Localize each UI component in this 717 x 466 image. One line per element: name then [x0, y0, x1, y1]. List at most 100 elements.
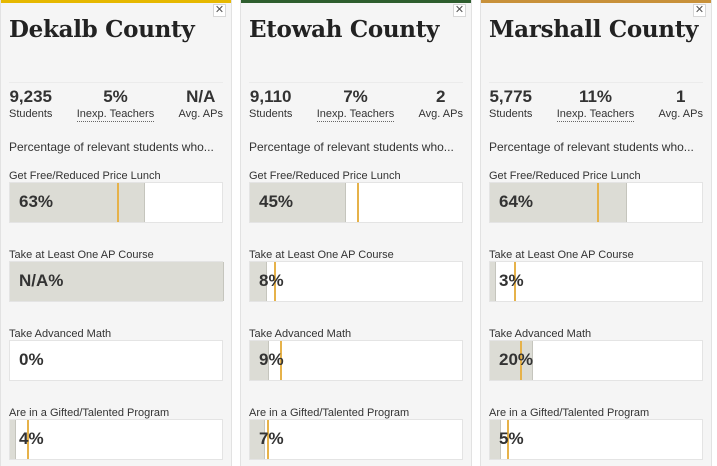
aps-label: Avg. APs: [418, 108, 463, 120]
metric-value: 3%: [499, 271, 524, 290]
metric-fill: [490, 420, 501, 459]
metric-math: Take Advanced Math 20%: [489, 324, 703, 384]
state-average-marker: [520, 341, 522, 380]
close-icon[interactable]: ✕: [213, 4, 226, 17]
county-title: Etowah County: [249, 16, 440, 43]
state-average-marker: [267, 420, 269, 459]
intro-text: Percentage of relevant students who...: [489, 140, 694, 154]
stats-row: 5,775 Students 11% Inexp. Teachers 1 Avg…: [489, 82, 703, 124]
county-title: Dekalb County: [9, 16, 195, 43]
stat-teachers: 11% Inexp. Teachers: [556, 87, 635, 122]
teachers-value: 11%: [578, 87, 613, 106]
metric-fill: [10, 262, 224, 301]
students-value: 5,775: [489, 87, 532, 106]
county-title: Marshall County: [489, 16, 699, 43]
metric-value: 7%: [259, 429, 284, 448]
aps-value: N/A: [186, 87, 216, 106]
metric-bar: 4%: [9, 419, 223, 460]
stats-row: 9,235 Students 5% Inexp. Teachers N/A Av…: [9, 82, 223, 124]
intro-text: Percentage of relevant students who...: [9, 140, 214, 154]
metric-bar: 63%: [9, 182, 223, 223]
state-average-marker: [597, 183, 599, 222]
stats-row: 9,110 Students 7% Inexp. Teachers 2 Avg.…: [249, 82, 463, 124]
teachers-value: 5%: [103, 87, 128, 106]
metric-math: Take Advanced Math 9%: [249, 324, 463, 384]
metric-gifted: Are in a Gifted/Talented Program 5%: [489, 403, 703, 463]
metric-value: 5%: [499, 429, 524, 448]
metric-bar: 3%: [489, 261, 703, 302]
aps-label: Avg. APs: [658, 108, 703, 120]
accent-bar: [241, 0, 471, 3]
state-average-marker: [27, 420, 29, 459]
students-value: 9,110: [249, 87, 292, 106]
metric-lunch: Get Free/Reduced Price Lunch 63%: [9, 166, 223, 226]
metric-bar: N/A%: [9, 261, 224, 302]
students-label: Students: [489, 108, 533, 120]
stat-aps: N/A Avg. APs: [179, 87, 223, 121]
metric-bar: 45%: [249, 182, 463, 223]
students-value: 9,235: [9, 87, 52, 106]
accent-bar: [1, 0, 231, 3]
metric-lunch: Get Free/Reduced Price Lunch 45%: [249, 166, 463, 226]
stat-teachers: 7% Inexp. Teachers: [316, 87, 395, 122]
state-average-marker: [117, 183, 119, 222]
aps-label: Avg. APs: [178, 108, 223, 120]
close-icon[interactable]: ✕: [453, 4, 466, 17]
students-label: Students: [249, 108, 293, 120]
metric-bar: 0%: [9, 340, 223, 381]
teachers-label[interactable]: Inexp. Teachers: [316, 108, 395, 122]
metric-value: 45%: [259, 192, 294, 211]
metric-fill: [490, 262, 496, 301]
metric-fill: [10, 183, 145, 222]
metric-ap: Take at Least One AP Course N/A%: [9, 245, 224, 305]
students-label: Students: [9, 108, 53, 120]
metric-fill: [490, 341, 533, 380]
metric-gifted: Are in a Gifted/Talented Program 7%: [249, 403, 463, 463]
state-average-marker: [507, 420, 509, 459]
metric-fill: [250, 262, 267, 301]
metric-math: Take Advanced Math 0%: [9, 324, 223, 384]
metric-fill: [250, 183, 346, 222]
intro-text: Percentage of relevant students who...: [249, 140, 454, 154]
metric-fill: [490, 183, 627, 222]
stat-aps: 1 Avg. APs: [659, 87, 703, 121]
metric-bar: 9%: [249, 340, 463, 381]
stat-aps: 2 Avg. APs: [419, 87, 463, 121]
stat-students: 9,110 Students: [249, 87, 292, 121]
state-average-marker: [514, 262, 516, 301]
teachers-label[interactable]: Inexp. Teachers: [556, 108, 635, 122]
metric-lunch: Get Free/Reduced Price Lunch 64%: [489, 166, 703, 226]
stat-students: 5,775 Students: [489, 87, 532, 121]
accent-bar: [481, 0, 711, 3]
metric-bar: 20%: [489, 340, 703, 381]
state-average-marker: [274, 262, 276, 301]
stat-students: 9,235 Students: [9, 87, 52, 121]
metric-bar: 8%: [249, 261, 463, 302]
county-card: ✕ Marshall County 5,775 Students 11% Ine…: [480, 0, 712, 466]
teachers-value: 7%: [343, 87, 368, 106]
metric-value: 4%: [19, 429, 44, 448]
teachers-label[interactable]: Inexp. Teachers: [76, 108, 155, 122]
close-icon[interactable]: ✕: [693, 4, 706, 17]
metric-bar: 7%: [249, 419, 463, 460]
metric-value: 20%: [499, 350, 534, 369]
state-average-marker: [357, 183, 359, 222]
metric-fill: [10, 420, 16, 459]
stat-teachers: 5% Inexp. Teachers: [76, 87, 155, 122]
metric-value: N/A%: [19, 271, 64, 290]
aps-value: 2: [436, 87, 446, 106]
metric-gifted: Are in a Gifted/Talented Program 4%: [9, 403, 223, 463]
state-average-marker: [280, 341, 282, 380]
county-card: ✕ Dekalb County 9,235 Students 5% Inexp.…: [0, 0, 232, 466]
county-card: ✕ Etowah County 9,110 Students 7% Inexp.…: [240, 0, 472, 466]
metric-value: 0%: [19, 350, 44, 369]
metric-fill: [250, 341, 269, 380]
metric-value: 8%: [259, 271, 284, 290]
metric-value: 9%: [259, 350, 284, 369]
aps-value: 1: [676, 87, 686, 106]
metric-ap: Take at Least One AP Course 8%: [249, 245, 463, 305]
metric-value: 63%: [19, 192, 54, 211]
metric-fill: [250, 420, 265, 459]
metric-ap: Take at Least One AP Course 3%: [489, 245, 703, 305]
metric-value: 64%: [499, 192, 534, 211]
